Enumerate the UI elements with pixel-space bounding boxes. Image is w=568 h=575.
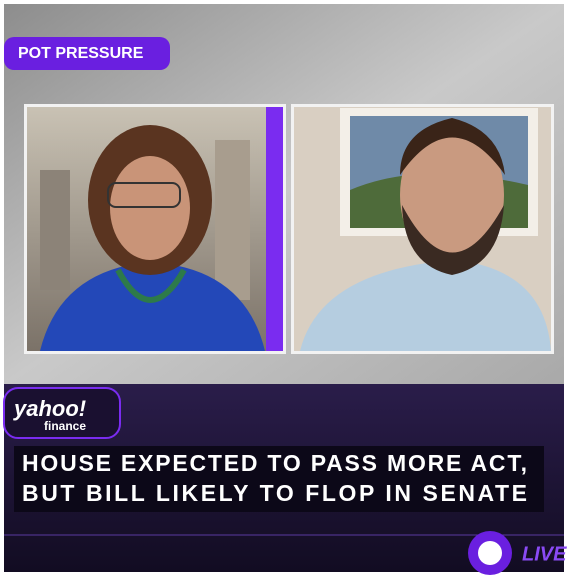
segment-label: POT PRESSURE (18, 45, 144, 62)
logo-brand: yahoo! (13, 396, 86, 421)
broadcast-frame: POT PRESSURE yahoo! finance HOUSE EXPECT… (0, 0, 568, 575)
headline-line: HOUSE EXPECTED TO PASS MORE ACT, (22, 450, 527, 476)
live-badge: LIVE (522, 543, 567, 565)
page: {"segment_label": "POT PRESSURE", "logo"… (0, 0, 568, 575)
right-video (291, 104, 554, 354)
left-video (24, 104, 286, 354)
logo-sub: finance (44, 419, 86, 433)
live-icon-inner (478, 541, 502, 565)
